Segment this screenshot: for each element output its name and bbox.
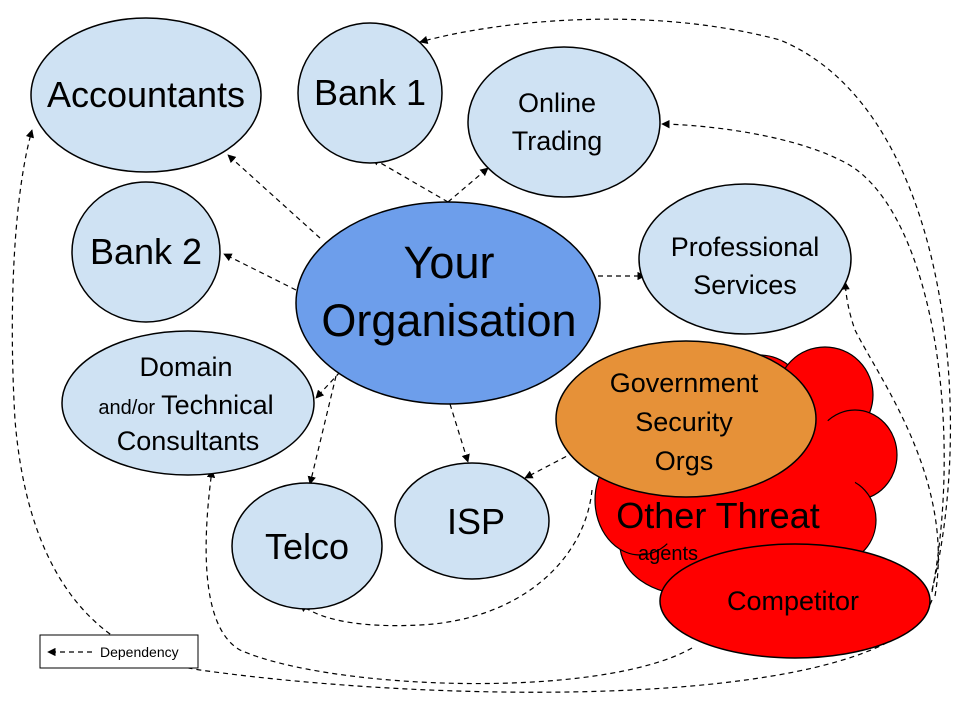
- node-your-organisation: Your Organisation: [295, 201, 601, 405]
- dependency-curve: [419, 18, 952, 591]
- node-competitor: Competitor: [659, 543, 931, 659]
- legend-box: [39, 634, 199, 669]
- node-bank-2: Bank 2: [71, 181, 221, 323]
- domain-consultants-line-3: Consultants: [117, 426, 260, 456]
- telco-label: Telco: [265, 526, 349, 567]
- professional-services-line-1: Professional: [671, 232, 820, 262]
- accountants-label: Accountants: [47, 74, 245, 115]
- government-line-3: Orgs: [655, 446, 714, 476]
- node-accountants: Accountants: [30, 17, 262, 173]
- isp-label: ISP: [447, 501, 505, 542]
- dependency-arrow: [447, 167, 489, 203]
- competitor-label: Competitor: [727, 586, 859, 616]
- node-domain-consultants: Domain and/or Technical Consultants: [61, 330, 315, 476]
- your-organisation-line-1: Your: [404, 237, 495, 288]
- and-or-label: and/or: [98, 397, 155, 419]
- legend: Dependency: [39, 634, 199, 669]
- bank-1-label: Bank 1: [314, 72, 426, 113]
- dependency-arrow: [227, 154, 321, 239]
- node-bank-1: Bank 1: [297, 22, 443, 164]
- online-trading-line-2: Trading: [512, 126, 603, 156]
- dependency-curve: [841, 281, 939, 597]
- bank-2-label: Bank 2: [90, 231, 202, 272]
- dependency-arrow: [315, 371, 341, 399]
- domain-consultants-line-2: and/or Technical: [98, 390, 273, 420]
- technical-label: Technical: [161, 390, 274, 420]
- government-line-2: Security: [635, 407, 733, 437]
- domain-consultants-line-1: Domain: [139, 352, 232, 382]
- dependency-curve: [299, 489, 593, 627]
- dependency-curve: [661, 119, 945, 593]
- node-telco: Telco: [231, 482, 383, 610]
- dependency-curve: [205, 469, 693, 685]
- dependency-arrow: [307, 375, 337, 485]
- node-professional-services: Professional Services: [638, 183, 852, 335]
- legend-label: Dependency: [100, 644, 179, 660]
- node-online-trading: Online Trading: [467, 46, 661, 198]
- dependency-arrow: [371, 157, 449, 203]
- government-line-1: Government: [610, 368, 759, 398]
- other-threat-title: Other Threat: [616, 495, 819, 536]
- other-threat-subtitle: agents: [638, 543, 698, 565]
- your-organisation-line-2: Organisation: [321, 295, 576, 346]
- other-threat-labels: Other Threat agents: [616, 495, 819, 565]
- node-government-security-orgs: Government Security Orgs: [555, 340, 817, 498]
- node-isp: ISP: [394, 462, 550, 580]
- dependency-arrow: [449, 403, 470, 463]
- online-trading-line-1: Online: [518, 88, 596, 118]
- dependency-arrow: [223, 253, 297, 291]
- professional-services-line-2: Services: [693, 270, 797, 300]
